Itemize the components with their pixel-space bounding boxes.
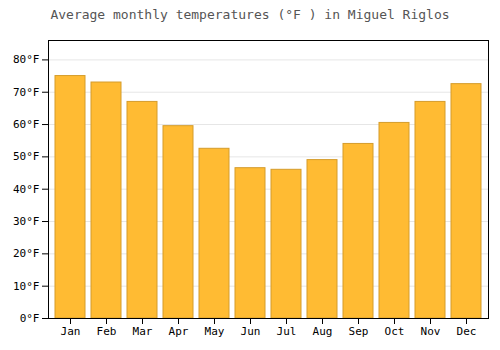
svg-text:Jun: Jun — [241, 325, 261, 338]
html-text:Average monthly temperatures (: Average monthly temperatures (°F ) in Mi… — [50, 7, 450, 22]
svg-text:20°F: 20°F — [13, 247, 40, 260]
svg-text:Jul: Jul — [277, 325, 297, 338]
svg-text:Jan: Jan — [61, 325, 81, 338]
svg-text:40°F: 40°F — [13, 183, 40, 196]
svg-text:10°F: 10°F — [13, 280, 40, 293]
svg-text:Dec: Dec — [457, 325, 477, 338]
svg-text:Aug: Aug — [313, 325, 333, 338]
svg-text:May: May — [205, 325, 225, 338]
svg-text:Mar: Mar — [133, 325, 153, 338]
svg-text:70°F: 70°F — [13, 86, 40, 99]
svg-text:50°F: 50°F — [13, 150, 40, 163]
svg-text:60°F: 60°F — [13, 118, 40, 131]
svg-text:0°F: 0°F — [20, 312, 40, 325]
svg-text:Sep: Sep — [349, 325, 369, 338]
svg-text:30°F: 30°F — [13, 215, 40, 228]
svg-text:Nov: Nov — [421, 325, 441, 338]
svg-text:Feb: Feb — [97, 325, 117, 338]
svg-text:Apr: Apr — [169, 325, 189, 338]
svg-text:Oct: Oct — [385, 325, 405, 338]
svg-text:80°F: 80°F — [13, 53, 40, 66]
